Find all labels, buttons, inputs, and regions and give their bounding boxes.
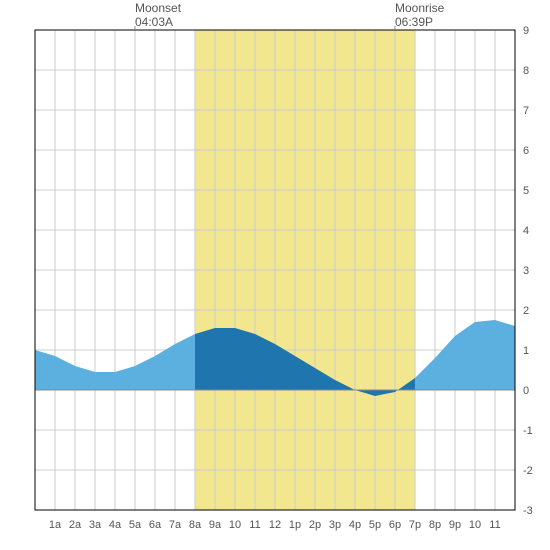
top-marker-time: 06:39P [395, 15, 433, 29]
x-tick-label: 7p [409, 519, 421, 531]
y-tick-label: -2 [523, 465, 533, 477]
x-tick-label: 9p [449, 519, 461, 531]
x-tick-label: 4a [109, 519, 122, 531]
x-tick-label: 4p [349, 519, 361, 531]
x-tick-label: 10 [469, 519, 481, 531]
y-tick-label: 0 [523, 385, 529, 397]
x-tick-label: 2p [309, 519, 321, 531]
x-tick-label: 3a [89, 519, 102, 531]
tide-chart: -3-2-101234567891a2a3a4a5a6a7a8a9a101112… [0, 0, 550, 550]
x-tick-label: 11 [249, 519, 260, 531]
x-tick-label: 8p [429, 519, 441, 531]
chart-svg: -3-2-101234567891a2a3a4a5a6a7a8a9a101112… [0, 0, 550, 550]
y-tick-label: -3 [523, 505, 533, 517]
x-tick-label: 8a [189, 519, 202, 531]
y-tick-label: -1 [523, 425, 533, 437]
x-tick-label: 7a [169, 519, 182, 531]
y-tick-label: 6 [523, 145, 529, 157]
x-tick-label: 6a [149, 519, 162, 531]
y-tick-label: 8 [523, 65, 529, 77]
top-marker-title: Moonset [135, 1, 182, 15]
x-tick-label: 5a [129, 519, 142, 531]
y-tick-label: 7 [523, 105, 529, 117]
x-tick-label: 12 [269, 519, 281, 531]
y-tick-label: 3 [523, 265, 529, 277]
x-tick-label: 1a [49, 519, 62, 531]
y-tick-label: 9 [523, 25, 529, 37]
top-marker-time: 04:03A [135, 15, 173, 29]
x-tick-label: 5p [369, 519, 381, 531]
top-marker-title: Moonrise [395, 1, 445, 15]
y-tick-label: 1 [523, 345, 529, 357]
x-tick-label: 2a [69, 519, 82, 531]
x-tick-label: 9a [209, 519, 222, 531]
x-tick-label: 10 [229, 519, 241, 531]
x-tick-label: 6p [389, 519, 401, 531]
y-tick-label: 4 [523, 225, 529, 237]
x-tick-label: 1p [289, 519, 301, 531]
x-tick-label: 11 [489, 519, 500, 531]
y-tick-label: 5 [523, 185, 529, 197]
y-tick-label: 2 [523, 305, 529, 317]
x-tick-label: 3p [329, 519, 341, 531]
